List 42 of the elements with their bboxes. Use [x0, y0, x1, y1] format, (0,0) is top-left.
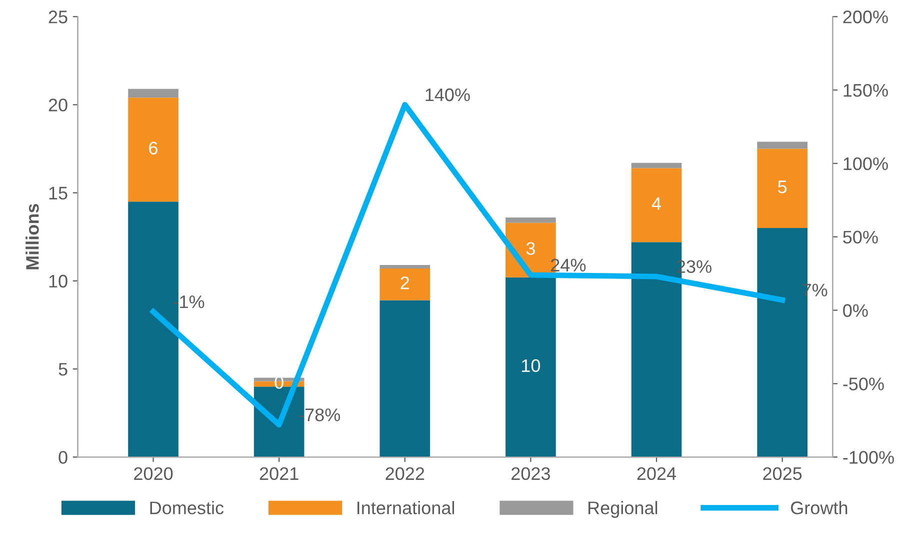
y-tick-label: 25 [48, 10, 68, 24]
bar [631, 168, 682, 242]
bar [380, 268, 430, 300]
x-tick-label: 2021 [260, 467, 298, 480]
bar [128, 98, 178, 202]
legend-label: Regional [588, 501, 658, 518]
y2-tick-label: 50% [843, 230, 878, 244]
legend-label: Growth [791, 501, 848, 514]
x-tick-label: 2022 [386, 467, 424, 480]
y-tick-label: 15 [49, 186, 68, 200]
data-label: 10 [522, 359, 540, 372]
y-tick-label: 10 [49, 274, 68, 288]
legend-label: International [358, 501, 454, 514]
bar [506, 217, 556, 223]
x-tick-label: 2023 [512, 467, 550, 480]
y-tick-label: 20 [48, 98, 68, 112]
y2-tick-label: 0% [843, 304, 868, 317]
bar [380, 300, 430, 458]
x-tick-label: 2024 [637, 467, 676, 480]
y-tick-label: 0 [58, 450, 68, 464]
y2-tick-label: 200% [843, 10, 888, 24]
bar [631, 162, 682, 168]
data-label: 6 [149, 142, 158, 154]
y-tick-label: 5 [58, 363, 68, 376]
legend-label: Domestic [150, 501, 224, 514]
data-label: 4 [652, 197, 662, 210]
bar [506, 277, 556, 458]
y2-tick-label: 100% [844, 157, 888, 170]
bar [380, 265, 430, 269]
x-tick-label: 2020 [134, 467, 173, 480]
y2-tick-label: -100% [843, 450, 894, 464]
data-label: 5 [778, 180, 787, 194]
data-label: 2 [400, 276, 409, 290]
bar [128, 88, 178, 98]
y2-tick-label: 150% [844, 84, 888, 97]
y-axis-title: Millions [26, 204, 39, 270]
y2-tick-label: -50% [843, 378, 884, 390]
data-label: 3 [526, 242, 535, 255]
bar [757, 142, 808, 149]
bar [757, 148, 808, 228]
data-label: 140% [426, 88, 470, 102]
x-tick-label: 2025 [763, 467, 802, 480]
